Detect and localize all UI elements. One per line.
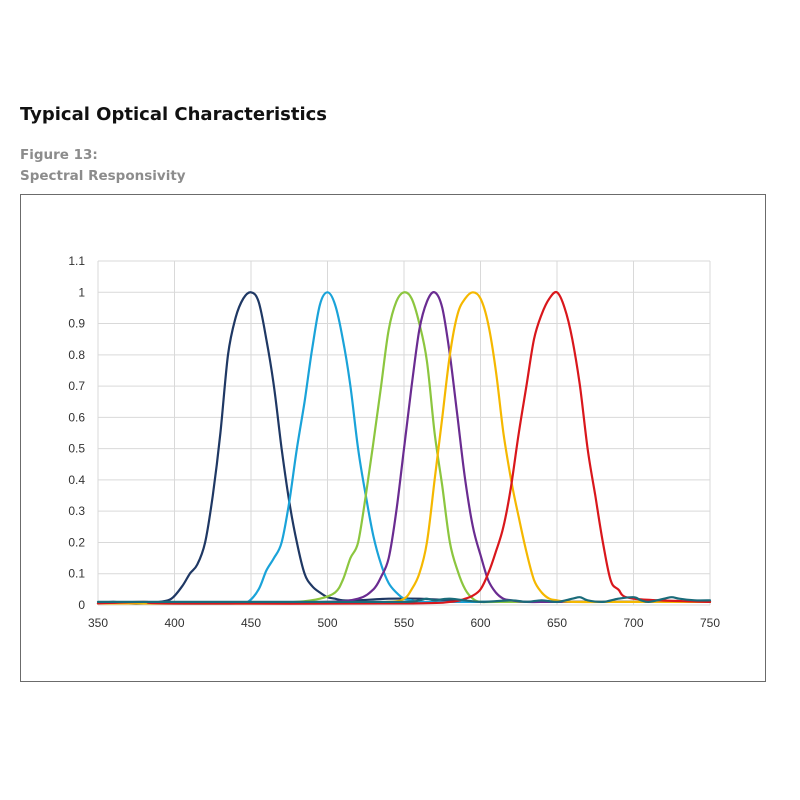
x-tick-label: 400 <box>164 616 184 630</box>
y-tick-label: 0 <box>78 598 85 612</box>
y-tick-label: 0.3 <box>68 504 85 518</box>
x-tick-label: 550 <box>394 616 414 630</box>
y-tick-label: 0.7 <box>68 379 85 393</box>
y-tick-label: 0.5 <box>68 442 85 456</box>
y-tick-label: 0.9 <box>68 317 85 331</box>
series-layer <box>96 290 712 605</box>
x-tick-label: 600 <box>470 616 490 630</box>
y-tick-label: 1.1 <box>68 254 85 268</box>
series-line-4 <box>96 291 712 605</box>
y-tick-label: 0.2 <box>68 535 85 549</box>
axes: 0 0.1 0.2 0.3 0.4 0.5 0.6 0.7 0.8 0.9 1 1.1 350 400 45… <box>68 254 720 630</box>
x-tick-label: 500 <box>317 616 337 630</box>
figure-caption: Figure 13: Spectral Responsivity <box>20 145 186 187</box>
series-line-1 <box>96 291 712 605</box>
x-tick-label: 750 <box>700 616 720 630</box>
page-title: Typical Optical Characteristics <box>20 104 327 125</box>
series-line-5 <box>96 290 712 605</box>
series-line-6 <box>96 596 712 604</box>
y-tick-label: 1 <box>78 285 85 299</box>
y-tick-label: 0.1 <box>68 567 85 581</box>
grid <box>97 260 711 606</box>
y-tick-label: 0.4 <box>68 473 85 487</box>
x-tick-label: 350 <box>88 616 108 630</box>
x-tick-label: 450 <box>241 616 261 630</box>
y-tick-label: 0.8 <box>68 348 85 362</box>
y-tick-label: 0.6 <box>68 410 85 424</box>
figure-number: Figure 13: <box>20 147 98 163</box>
x-tick-label: 700 <box>623 616 643 630</box>
figure-title: Spectral Responsivity <box>20 168 186 184</box>
x-tick-label: 650 <box>547 616 567 630</box>
series-line-0 <box>96 291 712 605</box>
